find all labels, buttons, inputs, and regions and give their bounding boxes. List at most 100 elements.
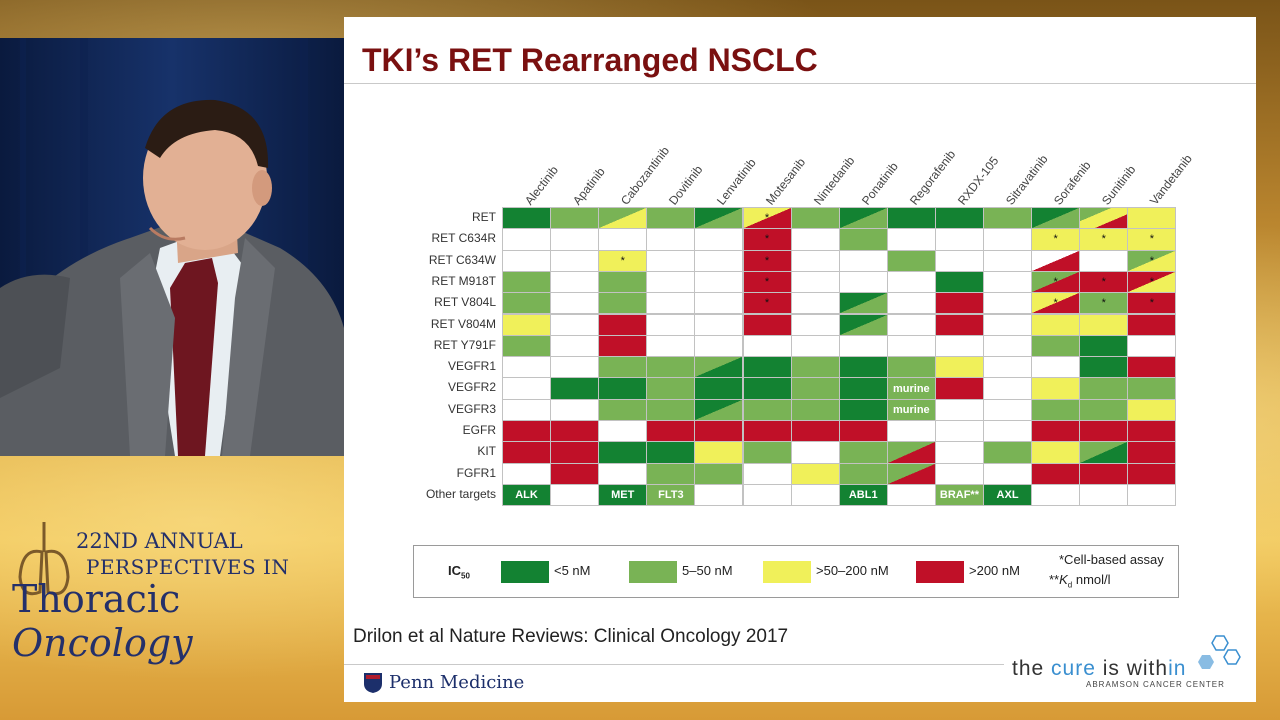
heatmap-cell: AXL (983, 483, 1033, 507)
legend-label-3: >200 nM (969, 563, 1020, 578)
heatmap-cell (502, 462, 552, 485)
heatmap-cell (646, 398, 696, 421)
cell-label: BRAF** (939, 489, 979, 502)
heatmap-cell (1031, 249, 1081, 272)
heatmap-cell (694, 356, 744, 379)
heatmap-cell (502, 313, 552, 336)
column-label: Vandetanib (1147, 151, 1196, 208)
row-label: EGFR (462, 423, 496, 437)
cure-tagline: the cure is within (1012, 657, 1187, 680)
heatmap-cell (598, 334, 648, 358)
conference-branding: 22ND ANNUAL PERSPECTIVES IN Thoracic Onc… (10, 515, 340, 665)
legend-ic50: IC50 (448, 563, 470, 581)
heatmap-cell: murine (886, 377, 936, 400)
heatmap-cell (646, 377, 696, 400)
heatmap-cell (983, 377, 1033, 400)
penn-shield-icon (364, 673, 382, 693)
cell-asterisk: * (1149, 254, 1154, 267)
heatmap-cell (502, 292, 552, 315)
heatmap-cell (550, 228, 600, 251)
heatmap-cell (742, 377, 792, 400)
heatmap-cell (934, 377, 984, 400)
heatmap-cell (886, 313, 936, 336)
abramson-cancer-center: ABRAMSON CANCER CENTER (1086, 680, 1225, 689)
heatmap-cell (983, 441, 1033, 464)
heatmap-cell (934, 441, 984, 464)
conference-thoracic: Thoracic (12, 577, 181, 621)
heatmap-cell (502, 356, 552, 379)
heatmap-cell (646, 249, 696, 272)
heatmap-cell (886, 356, 936, 379)
cell-asterisk: * (1101, 297, 1106, 310)
heatmap-cell (934, 462, 984, 485)
cell-asterisk: * (1149, 233, 1154, 246)
heatmap-cell (1127, 377, 1177, 400)
heatmap-cell (1079, 377, 1129, 400)
heatmap-cell (550, 483, 600, 507)
column-label: Sorafenib (1051, 158, 1094, 208)
heatmap-cell (646, 462, 696, 485)
heatmap-cell (1031, 398, 1081, 421)
heatmap-cell (646, 420, 696, 443)
heatmap-cell (742, 398, 792, 421)
heatmap-cell (598, 313, 648, 336)
heatmap-cell (790, 356, 840, 379)
heatmap-cell (502, 270, 552, 294)
heatmap-cell (838, 270, 888, 294)
column-label: Motesanib (762, 155, 808, 208)
heatmap-cell (886, 441, 936, 464)
cell-asterisk: * (764, 276, 770, 289)
heatmap-cell (838, 292, 888, 315)
heatmap-cell (598, 270, 648, 294)
column-label: Dovitinib (666, 162, 706, 208)
heatmap-cell (838, 356, 888, 379)
heatmap-cell (550, 270, 600, 294)
heatmap-cell (886, 483, 936, 507)
heatmap-cell (1031, 377, 1081, 400)
heatmap-cell (694, 420, 744, 443)
cell-asterisk: * (1149, 276, 1154, 289)
cell-label: murine (893, 403, 930, 416)
heatmap-cell: * (742, 228, 792, 251)
cell-asterisk: * (1101, 233, 1106, 246)
heatmap-cell (983, 313, 1033, 336)
legend-swatch-dark-green (501, 561, 549, 583)
heatmap-cell (694, 270, 744, 294)
cell-asterisk: * (1053, 233, 1058, 246)
heatmap-cell (1079, 249, 1129, 272)
cell-asterisk: * (1053, 276, 1058, 289)
heatmap-cell (550, 441, 600, 464)
heatmap-cell (790, 334, 840, 358)
heatmap-cell (983, 398, 1033, 421)
heatmap-cell (550, 356, 600, 379)
column-label: Sunitinib (1099, 162, 1139, 208)
heatmap-cell (550, 207, 600, 230)
heatmap-cell (550, 398, 600, 421)
heatmap-cell (646, 270, 696, 294)
heatmap-cell (742, 483, 792, 507)
heatmap-cell: * (1079, 292, 1129, 315)
legend-swatch-yellow (763, 561, 811, 583)
heatmap-cell (838, 398, 888, 421)
heatmap-cell: FLT3 (646, 483, 696, 507)
heatmap-cell (1031, 313, 1081, 336)
heatmap-cell (934, 334, 984, 358)
speaker-figure (0, 38, 344, 456)
heatmap-cell (598, 420, 648, 443)
column-label: Cabozantinib (618, 143, 673, 208)
heatmap-cell (983, 270, 1033, 294)
heatmap-cell (742, 420, 792, 443)
heatmap-cell (742, 462, 792, 485)
heatmap-cell (1079, 334, 1129, 358)
heatmap-cell (694, 462, 744, 485)
heatmap-cell: * (1127, 292, 1177, 315)
row-label: RET (472, 210, 496, 224)
legend-swatch-red (916, 561, 964, 583)
heatmap-cell: * (742, 249, 792, 272)
heatmap-cell (790, 228, 840, 251)
heatmap-cell (1127, 207, 1177, 230)
legend-note-cell-based: *Cell-based assay (1059, 552, 1164, 567)
heatmap-cell (1079, 483, 1129, 507)
cell-label: FLT3 (658, 489, 684, 502)
heatmap-cell (838, 313, 888, 336)
